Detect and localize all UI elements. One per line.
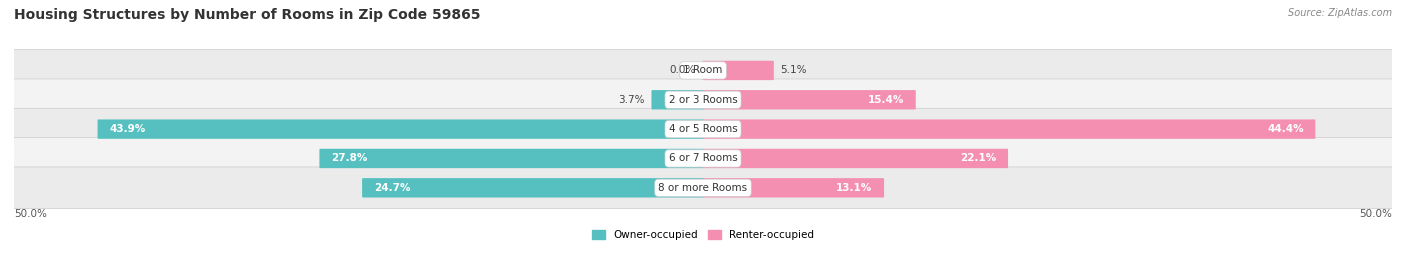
- FancyBboxPatch shape: [10, 108, 1396, 150]
- Text: 3.7%: 3.7%: [619, 95, 645, 105]
- Text: 24.7%: 24.7%: [374, 183, 411, 193]
- Text: 43.9%: 43.9%: [110, 124, 145, 134]
- FancyBboxPatch shape: [10, 49, 1396, 91]
- FancyBboxPatch shape: [10, 138, 1396, 179]
- Text: 50.0%: 50.0%: [1360, 209, 1392, 219]
- Text: 8 or more Rooms: 8 or more Rooms: [658, 183, 748, 193]
- Text: 1 Room: 1 Room: [683, 65, 723, 75]
- Text: 5.1%: 5.1%: [780, 65, 807, 75]
- Text: 15.4%: 15.4%: [868, 95, 904, 105]
- Text: 4 or 5 Rooms: 4 or 5 Rooms: [669, 124, 737, 134]
- FancyBboxPatch shape: [651, 90, 703, 109]
- Text: 0.0%: 0.0%: [669, 65, 696, 75]
- Text: 2 or 3 Rooms: 2 or 3 Rooms: [669, 95, 737, 105]
- FancyBboxPatch shape: [703, 119, 1316, 139]
- FancyBboxPatch shape: [703, 178, 884, 197]
- FancyBboxPatch shape: [363, 178, 703, 197]
- FancyBboxPatch shape: [10, 79, 1396, 121]
- FancyBboxPatch shape: [10, 167, 1396, 209]
- Text: 13.1%: 13.1%: [837, 183, 873, 193]
- FancyBboxPatch shape: [703, 90, 915, 109]
- Text: 6 or 7 Rooms: 6 or 7 Rooms: [669, 154, 737, 164]
- Text: Source: ZipAtlas.com: Source: ZipAtlas.com: [1288, 8, 1392, 18]
- Legend: Owner-occupied, Renter-occupied: Owner-occupied, Renter-occupied: [592, 230, 814, 240]
- FancyBboxPatch shape: [97, 119, 703, 139]
- Text: 44.4%: 44.4%: [1267, 124, 1303, 134]
- Text: 50.0%: 50.0%: [14, 209, 46, 219]
- FancyBboxPatch shape: [703, 61, 773, 80]
- Text: 22.1%: 22.1%: [960, 154, 997, 164]
- Text: 27.8%: 27.8%: [330, 154, 367, 164]
- FancyBboxPatch shape: [703, 149, 1008, 168]
- FancyBboxPatch shape: [319, 149, 703, 168]
- Text: Housing Structures by Number of Rooms in Zip Code 59865: Housing Structures by Number of Rooms in…: [14, 8, 481, 22]
